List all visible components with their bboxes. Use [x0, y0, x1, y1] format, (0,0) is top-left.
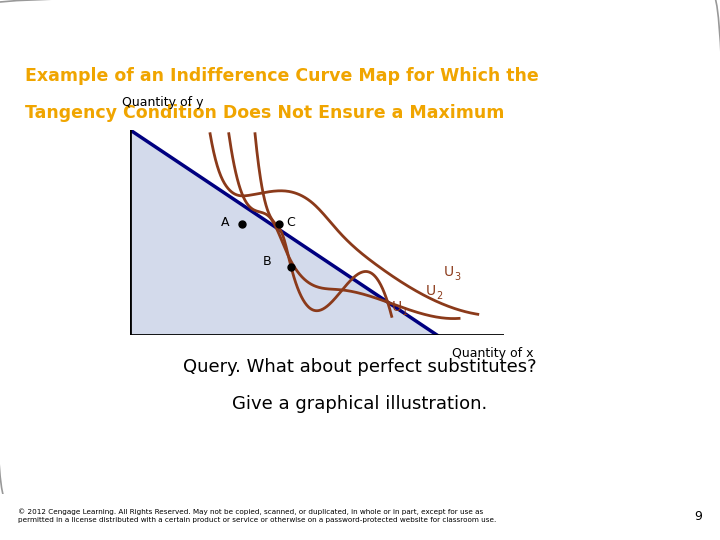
Text: U: U — [426, 284, 436, 298]
Text: 2: 2 — [436, 291, 442, 301]
Text: Give a graphical illustration.: Give a graphical illustration. — [233, 395, 487, 413]
Text: C: C — [286, 216, 295, 229]
Text: Query. What about perfect substitutes?: Query. What about perfect substitutes? — [183, 358, 537, 376]
Text: B: B — [263, 255, 271, 268]
Text: 1: 1 — [402, 307, 408, 316]
Text: 4.3: 4.3 — [112, 11, 156, 35]
Text: Example of an Indifference Curve Map for Which the: Example of an Indifference Curve Map for… — [25, 68, 539, 85]
Text: 9: 9 — [694, 510, 702, 523]
Text: 3: 3 — [454, 272, 461, 282]
Text: © 2012 Cengage Learning. All Rights Reserved. May not be copied, scanned, or dup: © 2012 Cengage Learning. All Rights Rese… — [18, 509, 496, 523]
Text: Quantity of y: Quantity of y — [122, 96, 204, 109]
Text: FIGURE: FIGURE — [36, 18, 76, 28]
Text: U: U — [444, 265, 454, 279]
Text: Tangency Condition Does Not Ensure a Maximum: Tangency Condition Does Not Ensure a Max… — [25, 104, 505, 122]
Text: U: U — [392, 300, 402, 314]
Polygon shape — [130, 130, 436, 335]
Text: Quantity of x: Quantity of x — [452, 347, 534, 360]
Text: A: A — [221, 216, 230, 229]
